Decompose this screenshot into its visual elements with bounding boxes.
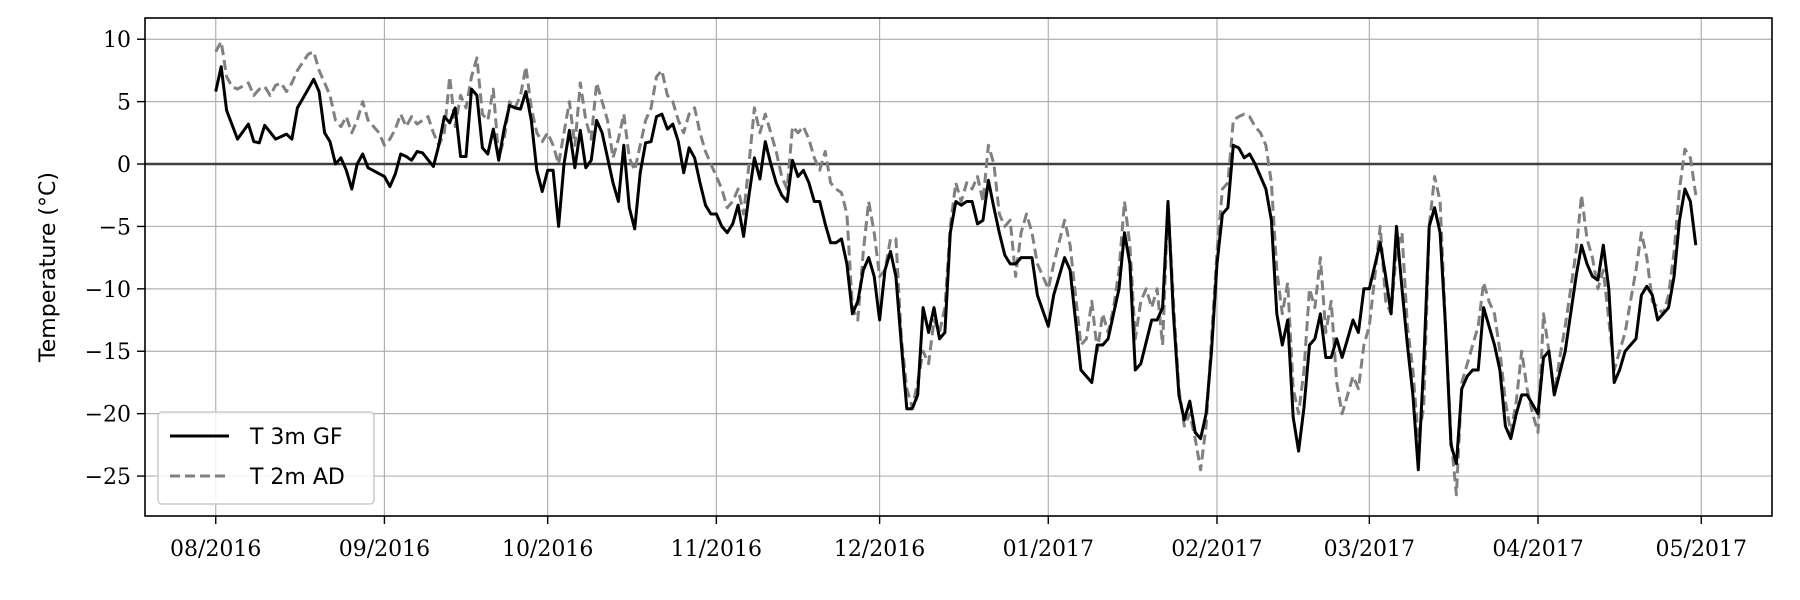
series-layer [214,40,1698,497]
x-tick-label: 01/2017 [1003,537,1094,562]
plot-background [145,18,1772,516]
y-tick-label: −25 [85,465,131,490]
plot-frame [144,17,1773,517]
x-tick-label: 11/2016 [671,537,762,562]
x-tick-label: 03/2017 [1324,537,1415,562]
x-tick-label: 08/2016 [170,537,261,562]
x-tick-label: 09/2016 [339,537,430,562]
y-axis-ticks: 10 5 0 −5 −10 −15 −20 −25 [85,28,145,490]
series-line-t3m-gf [214,65,1698,472]
y-tick-label: −15 [85,340,131,365]
y-tick-label: −10 [85,278,131,303]
x-tick-label: 10/2016 [502,537,593,562]
series-line-t2m-ad [214,40,1698,497]
y-axis-label: Temperature (°C) [36,172,61,363]
y-tick-label: −20 [85,403,131,428]
y-tick-label: 10 [103,28,131,53]
legend-label-t3m-gf: T 3m GF [249,425,343,450]
y-tick-label: −5 [99,215,131,240]
x-tick-label: 04/2017 [1492,537,1583,562]
y-tick-label: 0 [117,153,131,178]
x-tick-label: 12/2016 [834,537,925,562]
x-axis-ticks: 08/2016 09/2016 10/2016 11/2016 12/2016 01/20… [170,516,1747,562]
legend: T 3m GF T 2m AD [157,411,375,505]
legend-label-t2m-ad: T 2m AD [249,465,345,490]
x-tick-label: 05/2017 [1656,537,1747,562]
y-tick-label: 5 [117,91,131,116]
x-tick-label: 02/2017 [1171,537,1262,562]
